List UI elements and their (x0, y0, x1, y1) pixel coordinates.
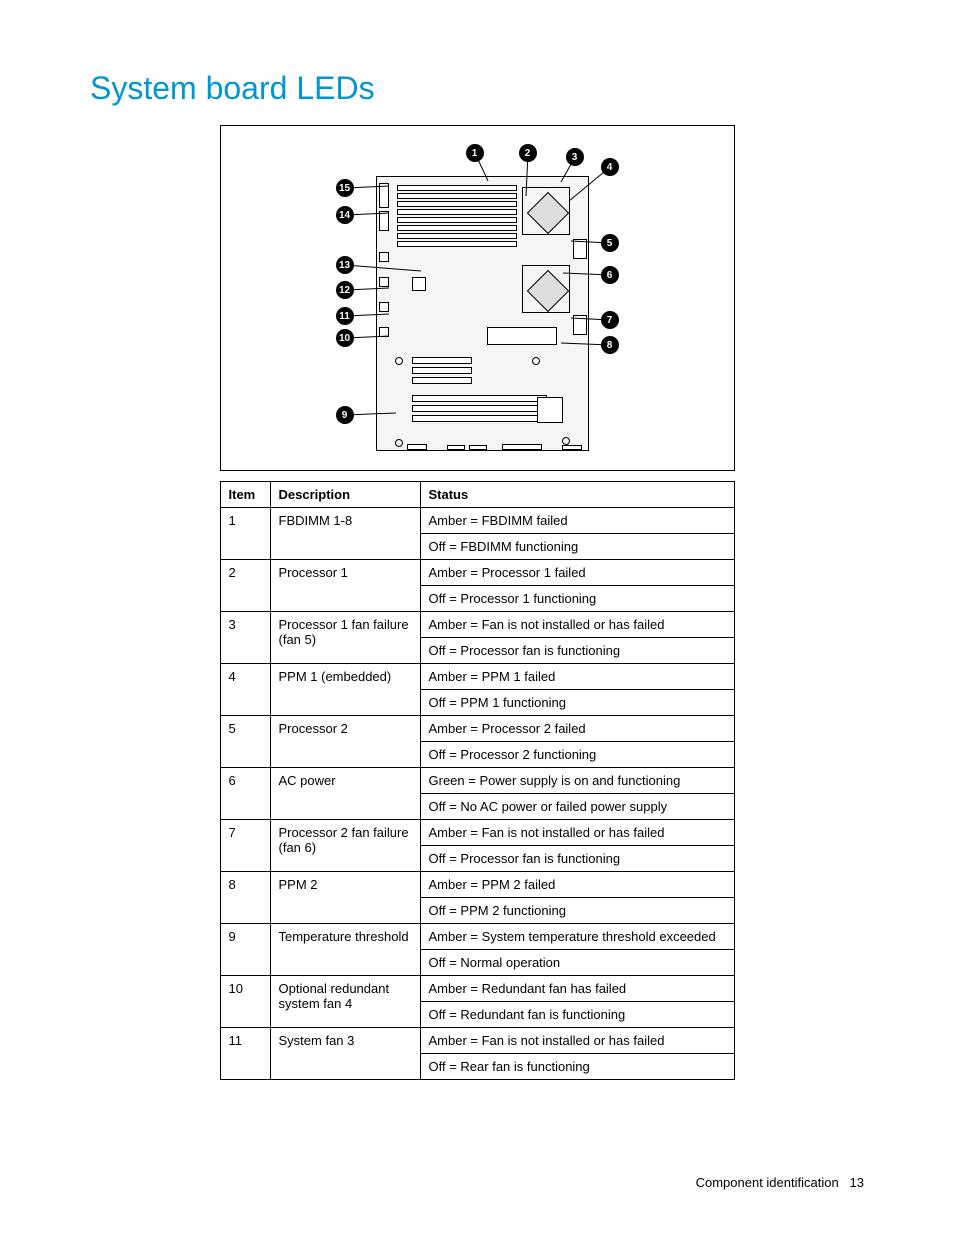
table-row: 4PPM 1 (embedded)Amber = PPM 1 failed (220, 664, 734, 690)
marker-13: 13 (336, 256, 354, 274)
marker-11: 11 (336, 307, 354, 325)
cell-status: Off = Processor fan is functioning (420, 846, 734, 872)
cell-item: 1 (220, 508, 270, 560)
marker-8: 8 (601, 336, 619, 354)
table-header-row: Item Description Status (220, 482, 734, 508)
table-row: 3Processor 1 fan failure (fan 5)Amber = … (220, 612, 734, 638)
cell-status: Amber = Redundant fan has failed (420, 976, 734, 1002)
cell-status: Amber = Fan is not installed or has fail… (420, 612, 734, 638)
footer-page: 13 (850, 1175, 864, 1190)
cell-status: Off = Processor 2 functioning (420, 742, 734, 768)
cell-item: 6 (220, 768, 270, 820)
table-row: 7Processor 2 fan failure (fan 6)Amber = … (220, 820, 734, 846)
table-row: 10Optional redundant system fan 4Amber =… (220, 976, 734, 1002)
cell-description: FBDIMM 1-8 (270, 508, 420, 560)
cell-item: 10 (220, 976, 270, 1028)
cell-item: 4 (220, 664, 270, 716)
table-row: 1FBDIMM 1-8Amber = FBDIMM failed (220, 508, 734, 534)
th-status: Status (420, 482, 734, 508)
marker-6: 6 (601, 266, 619, 284)
marker-7: 7 (601, 311, 619, 329)
cell-status: Off = PPM 2 functioning (420, 898, 734, 924)
table-row: 8PPM 2Amber = PPM 2 failed (220, 872, 734, 898)
cell-status: Amber = PPM 1 failed (420, 664, 734, 690)
cell-description: Processor 1 (270, 560, 420, 612)
marker-2: 2 (519, 144, 537, 162)
cell-status: Amber = Processor 2 failed (420, 716, 734, 742)
cell-description: Processor 2 fan failure (fan 6) (270, 820, 420, 872)
cell-item: 8 (220, 872, 270, 924)
cell-status: Amber = Fan is not installed or has fail… (420, 820, 734, 846)
cell-description: PPM 1 (embedded) (270, 664, 420, 716)
cell-item: 7 (220, 820, 270, 872)
marker-1: 1 (466, 144, 484, 162)
page-heading: System board LEDs (90, 70, 864, 107)
cell-status: Amber = FBDIMM failed (420, 508, 734, 534)
cell-item: 9 (220, 924, 270, 976)
cell-status: Off = Normal operation (420, 950, 734, 976)
cell-status: Off = Redundant fan is functioning (420, 1002, 734, 1028)
cell-status: Amber = PPM 2 failed (420, 872, 734, 898)
table-row: 6AC powerGreen = Power supply is on and … (220, 768, 734, 794)
marker-10: 10 (336, 329, 354, 347)
marker-15: 15 (336, 179, 354, 197)
cell-status: Off = No AC power or failed power supply (420, 794, 734, 820)
cell-status: Off = Rear fan is functioning (420, 1054, 734, 1080)
marker-14: 14 (336, 206, 354, 224)
table-row: 9Temperature thresholdAmber = System tem… (220, 924, 734, 950)
cell-status: Amber = Fan is not installed or has fail… (420, 1028, 734, 1054)
cell-item: 3 (220, 612, 270, 664)
table-row: 11System fan 3Amber = Fan is not install… (220, 1028, 734, 1054)
cell-description: Optional redundant system fan 4 (270, 976, 420, 1028)
table-row: 5Processor 2Amber = Processor 2 failed (220, 716, 734, 742)
cell-status: Green = Power supply is on and functioni… (420, 768, 734, 794)
marker-9: 9 (336, 406, 354, 424)
cell-status: Off = FBDIMM functioning (420, 534, 734, 560)
cell-status: Amber = System temperature threshold exc… (420, 924, 734, 950)
dimm-slots (397, 185, 517, 249)
marker-12: 12 (336, 281, 354, 299)
cell-item: 5 (220, 716, 270, 768)
cell-description: PPM 2 (270, 872, 420, 924)
cell-description: Processor 2 (270, 716, 420, 768)
cpu2-socket (522, 265, 570, 313)
pci-slots (412, 357, 547, 425)
marker-3: 3 (566, 148, 584, 166)
cell-status: Off = Processor fan is functioning (420, 638, 734, 664)
led-table: Item Description Status 1FBDIMM 1-8Amber… (220, 481, 735, 1080)
cell-description: System fan 3 (270, 1028, 420, 1080)
board-outline (376, 176, 589, 451)
cell-description: AC power (270, 768, 420, 820)
th-description: Description (270, 482, 420, 508)
table-row: 2Processor 1Amber = Processor 1 failed (220, 560, 734, 586)
marker-5: 5 (601, 234, 619, 252)
cpu1-socket (522, 187, 570, 235)
motherboard-diagram: 123456789101112131415 (220, 125, 735, 471)
cell-status: Off = PPM 1 functioning (420, 690, 734, 716)
th-item: Item (220, 482, 270, 508)
cell-item: 11 (220, 1028, 270, 1080)
cell-description: Processor 1 fan failure (fan 5) (270, 612, 420, 664)
cell-item: 2 (220, 560, 270, 612)
footer-section: Component identification (696, 1175, 839, 1190)
cell-status: Off = Processor 1 functioning (420, 586, 734, 612)
cell-description: Temperature threshold (270, 924, 420, 976)
cell-status: Amber = Processor 1 failed (420, 560, 734, 586)
marker-4: 4 (601, 158, 619, 176)
page-footer: Component identification 13 (696, 1175, 864, 1190)
